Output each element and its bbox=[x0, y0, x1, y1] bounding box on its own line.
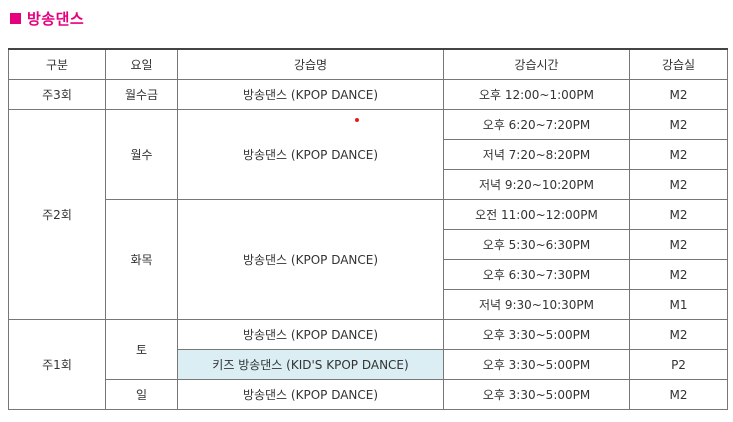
day-cell: 화목 bbox=[105, 199, 178, 320]
room-cell: M1 bbox=[629, 289, 728, 320]
category-cell: 주3회 bbox=[8, 79, 106, 110]
course-cell: 방송댄스 (KPOP DANCE) bbox=[177, 199, 444, 320]
course-cell: 방송댄스 (KPOP DANCE) bbox=[177, 379, 444, 410]
room-cell: M2 bbox=[629, 79, 728, 110]
room-cell: M2 bbox=[629, 319, 728, 350]
time-cell: 오후 3:30~5:00PM bbox=[443, 379, 630, 410]
day-cell: 토 bbox=[105, 319, 178, 380]
square-bullet-icon bbox=[10, 12, 21, 24]
room-cell: M2 bbox=[629, 139, 728, 170]
schedule-table: 구분 요일 강습명 강습시간 강습실 주3회 월수금 방송댄스 (KPOP DA… bbox=[8, 48, 728, 410]
room-cell: M2 bbox=[629, 169, 728, 200]
day-cell: 월수 bbox=[105, 109, 178, 200]
room-cell: P2 bbox=[629, 349, 728, 380]
table-row: 오후 5:30~6:30PM M2 bbox=[9, 229, 728, 260]
table-row: 저녁 9:20~10:20PM M2 bbox=[9, 169, 728, 200]
table-row: 주3회 월수금 방송댄스 (KPOP DANCE) 오후 12:00~1:00P… bbox=[8, 79, 728, 110]
course-cell: 방송댄스 (KPOP DANCE) bbox=[177, 109, 444, 200]
room-cell: M2 bbox=[629, 259, 728, 290]
table-row: 저녁 7:20~8:20PM M2 bbox=[9, 139, 728, 170]
time-cell: 저녁 9:30~10:30PM bbox=[443, 289, 630, 320]
time-cell: 오후 3:30~5:00PM bbox=[443, 319, 630, 350]
time-cell: 오전 11:00~12:00PM bbox=[443, 199, 630, 230]
day-cell: 월수금 bbox=[105, 79, 178, 110]
table-row: 화목 방송댄스 (KPOP DANCE) 오전 11:00~12:00PM M2 bbox=[9, 199, 728, 320]
room-cell: M2 bbox=[629, 199, 728, 230]
time-cell: 오후 3:30~5:00PM bbox=[443, 349, 630, 380]
header-time: 강습시간 bbox=[443, 48, 630, 80]
table-row: 오후 6:30~7:30PM M2 bbox=[9, 259, 728, 290]
day-cell: 일 bbox=[105, 379, 178, 410]
time-cell: 저녁 9:20~10:20PM bbox=[443, 169, 630, 200]
section-title: 방송댄스 bbox=[27, 9, 85, 28]
header-room: 강습실 bbox=[629, 48, 728, 80]
header-day: 요일 bbox=[105, 48, 178, 80]
table-row: 키즈 방송댄스 (KID'S KPOP DANCE) 오후 3:30~5:00P… bbox=[9, 349, 728, 380]
category-cell: 주2회 bbox=[8, 109, 106, 320]
table-row: 일 방송댄스 (KPOP DANCE) 오후 3:30~5:00PM M2 bbox=[9, 379, 728, 410]
room-cell: M2 bbox=[629, 379, 728, 410]
course-cell-kids: 키즈 방송댄스 (KID'S KPOP DANCE) bbox=[177, 349, 444, 380]
header-category: 구분 bbox=[8, 48, 106, 80]
table-row: 주2회 월수 방송댄스 (KPOP DANCE) 오후 6:20~7:20PM … bbox=[8, 109, 728, 320]
table-row: 주1회 토 방송댄스 (KPOP DANCE) 오후 3:30~5:00PM M… bbox=[8, 319, 728, 410]
red-dot-marker bbox=[355, 118, 359, 122]
time-cell: 오후 5:30~6:30PM bbox=[443, 229, 630, 260]
time-cell: 오후 6:30~7:30PM bbox=[443, 259, 630, 290]
header-course: 강습명 bbox=[177, 48, 444, 80]
section-heading: 방송댄스 bbox=[10, 8, 84, 28]
room-cell: M2 bbox=[629, 109, 728, 140]
table-row: 저녁 9:30~10:30PM M1 bbox=[9, 289, 728, 320]
course-cell: 방송댄스 (KPOP DANCE) bbox=[177, 79, 444, 110]
time-cell: 오후 12:00~1:00PM bbox=[443, 79, 630, 110]
table-header-row: 구분 요일 강습명 강습시간 강습실 bbox=[8, 48, 728, 80]
category-cell: 주1회 bbox=[8, 319, 106, 410]
room-cell: M2 bbox=[629, 229, 728, 260]
time-cell: 오후 6:20~7:20PM bbox=[443, 109, 630, 140]
time-cell: 저녁 7:20~8:20PM bbox=[443, 139, 630, 170]
course-cell: 방송댄스 (KPOP DANCE) bbox=[177, 319, 444, 350]
